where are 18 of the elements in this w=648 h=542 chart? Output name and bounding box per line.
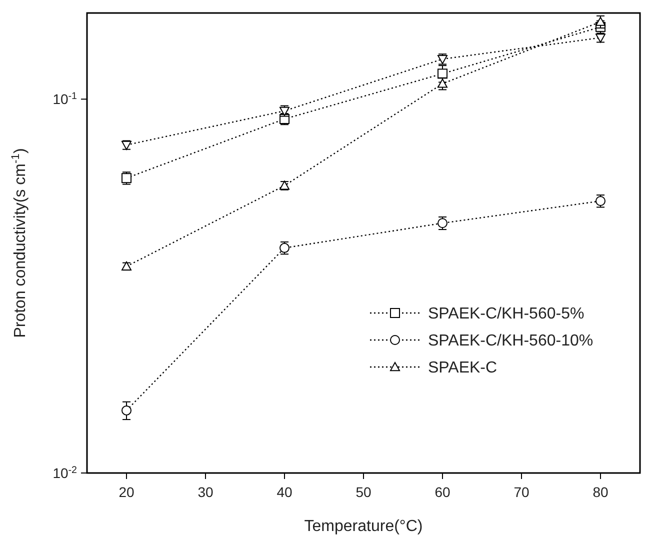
- legend-label: SPAEK-C/KH-560-10%: [428, 332, 594, 350]
- point: [596, 16, 606, 26]
- x-tick-label: 20: [118, 484, 134, 500]
- point: [122, 405, 132, 416]
- legend-label: SPAEK-C/KH-560-5%: [428, 306, 584, 323]
- x-axis-title: Temperature(°C): [304, 518, 423, 535]
- y-tick-label: 10$^{-1}$: [52, 90, 77, 108]
- x-tick-label: 50: [356, 484, 372, 500]
- legend-label: SPAEK-C: [428, 360, 498, 377]
- point: [438, 78, 448, 88]
- point: [438, 68, 448, 79]
- x-tick-label: 30: [198, 484, 214, 500]
- y-tick-label: 10$^{-2}$: [52, 464, 77, 481]
- x-tick-label: 70: [514, 484, 530, 500]
- point: [280, 242, 290, 253]
- x-tick-label: 80: [592, 484, 608, 500]
- x-tick-label: 60: [434, 484, 450, 500]
- x-tick-label: 40: [276, 484, 292, 500]
